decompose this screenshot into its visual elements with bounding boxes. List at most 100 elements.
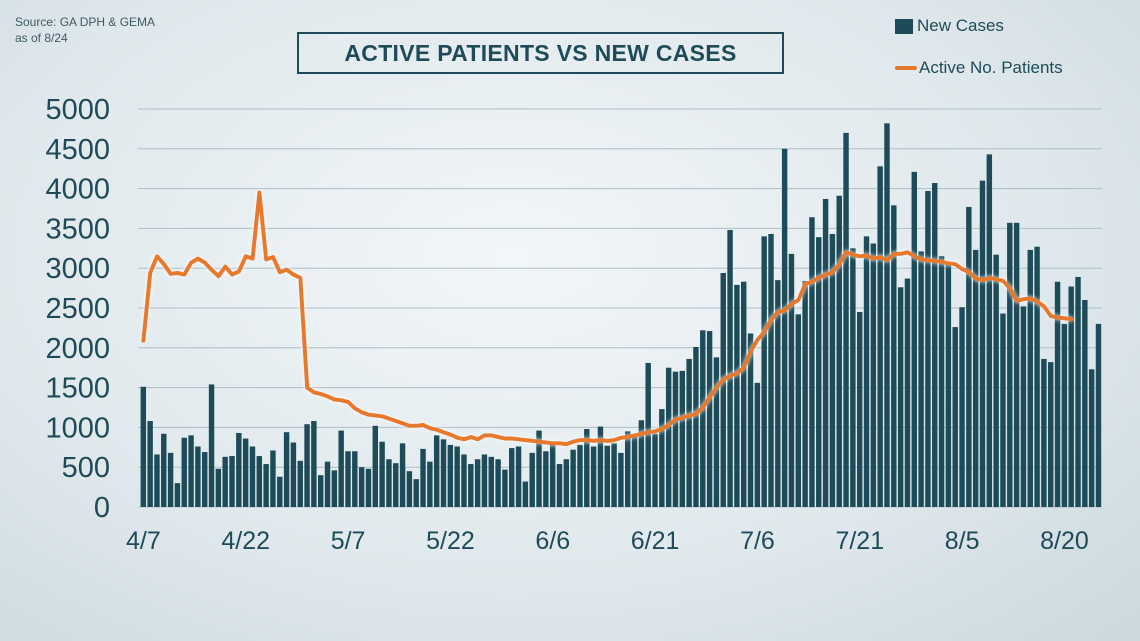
bar bbox=[829, 233, 836, 508]
bar bbox=[263, 464, 269, 507]
bar bbox=[215, 468, 222, 507]
bar bbox=[734, 284, 740, 507]
bar bbox=[488, 456, 494, 507]
bar bbox=[256, 456, 263, 507]
bar bbox=[781, 148, 788, 508]
bar bbox=[809, 217, 815, 508]
bar bbox=[202, 452, 208, 507]
y-tick-label: 1000 bbox=[45, 412, 110, 444]
bar bbox=[393, 463, 399, 507]
x-tick-label: 4/22 bbox=[221, 527, 270, 555]
bar bbox=[686, 358, 692, 507]
bar bbox=[822, 198, 829, 507]
bar bbox=[1027, 249, 1033, 507]
bar bbox=[270, 450, 276, 507]
legend-bar-swatch bbox=[895, 18, 913, 34]
bar bbox=[788, 253, 795, 507]
bar bbox=[515, 446, 522, 507]
bar bbox=[713, 357, 720, 507]
bar bbox=[618, 452, 624, 507]
bar bbox=[311, 421, 317, 507]
y-tick-label: 2000 bbox=[45, 333, 110, 365]
x-tick-label: 8/5 bbox=[945, 527, 980, 555]
bar bbox=[604, 445, 610, 507]
bar bbox=[324, 461, 331, 507]
bar bbox=[659, 409, 665, 507]
bar bbox=[1041, 358, 1047, 507]
bar bbox=[543, 451, 549, 507]
x-tick-label: 8/20 bbox=[1040, 527, 1089, 555]
bar bbox=[590, 446, 597, 507]
bar bbox=[447, 444, 454, 507]
bar bbox=[379, 441, 385, 507]
bar bbox=[365, 468, 372, 507]
bar bbox=[645, 362, 651, 507]
bar bbox=[816, 237, 822, 507]
y-tick-label: 3500 bbox=[45, 213, 110, 245]
bar bbox=[768, 233, 774, 508]
bar bbox=[290, 442, 297, 507]
bar bbox=[727, 229, 733, 507]
bar bbox=[693, 347, 699, 507]
bar bbox=[665, 367, 672, 507]
bar bbox=[556, 464, 563, 507]
bar bbox=[850, 248, 856, 508]
source-line: Source: GA DPH & GEMA bbox=[15, 15, 156, 29]
bar bbox=[1061, 323, 1068, 507]
bar bbox=[277, 476, 283, 507]
active-patients-series-line bbox=[141, 190, 1074, 447]
legend-label-new-cases: New Cases bbox=[917, 16, 1004, 35]
x-tick-label: 5/7 bbox=[331, 527, 366, 555]
bar bbox=[966, 206, 972, 507]
bar bbox=[993, 254, 999, 507]
bar bbox=[959, 307, 965, 507]
bar bbox=[679, 370, 686, 507]
bar bbox=[638, 420, 645, 507]
bar bbox=[972, 249, 979, 507]
bar bbox=[932, 183, 938, 507]
bar bbox=[891, 205, 897, 508]
bar bbox=[904, 278, 911, 507]
bar bbox=[1082, 300, 1088, 507]
bar bbox=[229, 456, 235, 507]
bar bbox=[433, 435, 440, 507]
source-note: Source: GA DPH & GEMA as of 8/24 bbox=[15, 14, 155, 46]
bar bbox=[297, 460, 303, 507]
bar bbox=[236, 432, 242, 507]
bar bbox=[979, 180, 986, 507]
bar bbox=[195, 446, 201, 507]
bar bbox=[843, 132, 849, 507]
bar bbox=[1013, 222, 1020, 507]
y-tick-label: 3000 bbox=[45, 253, 110, 285]
bar bbox=[856, 311, 863, 507]
bar bbox=[597, 426, 604, 507]
bar bbox=[406, 471, 413, 507]
y-tick-label: 5000 bbox=[45, 94, 110, 126]
bar bbox=[570, 449, 576, 507]
bar bbox=[413, 479, 419, 507]
y-tick-label: 4500 bbox=[45, 134, 110, 166]
bar bbox=[1088, 369, 1095, 507]
bar bbox=[1054, 281, 1061, 507]
bar bbox=[897, 287, 904, 507]
bar bbox=[870, 243, 877, 508]
bar bbox=[147, 421, 153, 507]
bar bbox=[911, 171, 917, 507]
bar bbox=[420, 448, 426, 507]
bar bbox=[700, 330, 706, 507]
y-tick-label: 2500 bbox=[45, 293, 110, 325]
bar bbox=[317, 475, 324, 507]
bar bbox=[584, 428, 590, 507]
legend-item-active-patients: Active No. Patients bbox=[895, 56, 1063, 80]
x-tick-label: 6/6 bbox=[535, 527, 570, 555]
bar bbox=[1020, 306, 1027, 507]
bar bbox=[188, 435, 194, 507]
bar bbox=[502, 469, 508, 507]
bar bbox=[775, 280, 781, 507]
bar bbox=[563, 459, 570, 507]
x-tick-label: 6/21 bbox=[631, 527, 680, 555]
bar bbox=[474, 459, 481, 507]
bar bbox=[795, 314, 802, 507]
bar bbox=[249, 446, 256, 507]
